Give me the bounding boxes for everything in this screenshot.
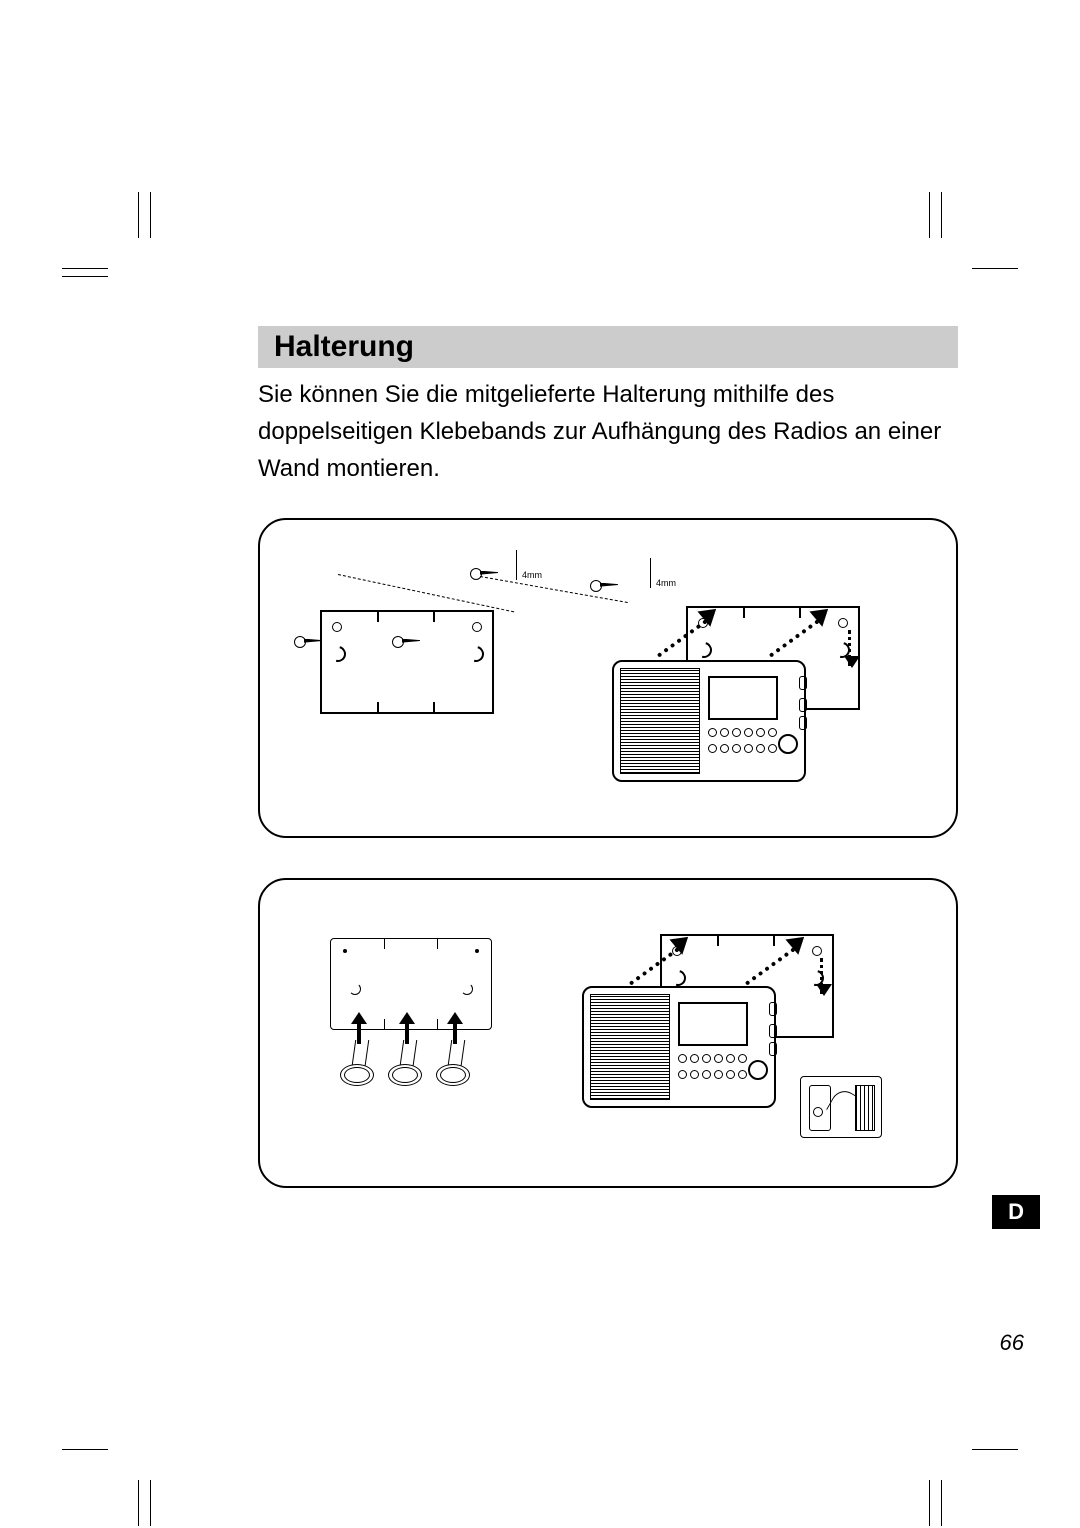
dim-tick xyxy=(516,550,517,580)
heading-bar: Halterung xyxy=(258,326,958,368)
wall-bracket-left xyxy=(320,610,494,714)
page-number: 66 xyxy=(1000,1330,1024,1356)
language-badge: D xyxy=(992,1195,1040,1229)
radio-device-2 xyxy=(582,986,776,1108)
radio-device xyxy=(612,660,806,782)
crop-mark-bl xyxy=(108,1410,178,1480)
dim-label-4mm-b: 4mm xyxy=(656,578,676,588)
side-view-detail xyxy=(800,1076,882,1138)
dim-label-4mm-a: 4mm xyxy=(522,570,542,580)
tape-roll-icon xyxy=(340,1038,372,1086)
screw-icon xyxy=(294,638,322,646)
figure-mounting-tape xyxy=(258,878,958,1188)
figure-mounting-screws: 4mm 4mm xyxy=(258,518,958,838)
page-content: Halterung Sie können Sie die mitgeliefer… xyxy=(258,326,958,1228)
down-arrow-icon xyxy=(848,630,851,666)
down-arrow-icon xyxy=(820,958,823,994)
tape-roll-icon xyxy=(388,1038,420,1086)
dim-tick xyxy=(650,558,651,588)
crop-mark-tr xyxy=(902,238,972,308)
body-paragraph: Sie können Sie die mitgelieferte Halteru… xyxy=(258,376,958,488)
crop-mark-br xyxy=(902,1410,972,1480)
screw-icon xyxy=(392,638,420,646)
screw-icon xyxy=(590,582,618,590)
guide-line xyxy=(338,574,514,612)
tape-roll-icon xyxy=(436,1038,468,1086)
page-heading: Halterung xyxy=(274,330,414,363)
crop-mark-tl xyxy=(108,238,178,308)
